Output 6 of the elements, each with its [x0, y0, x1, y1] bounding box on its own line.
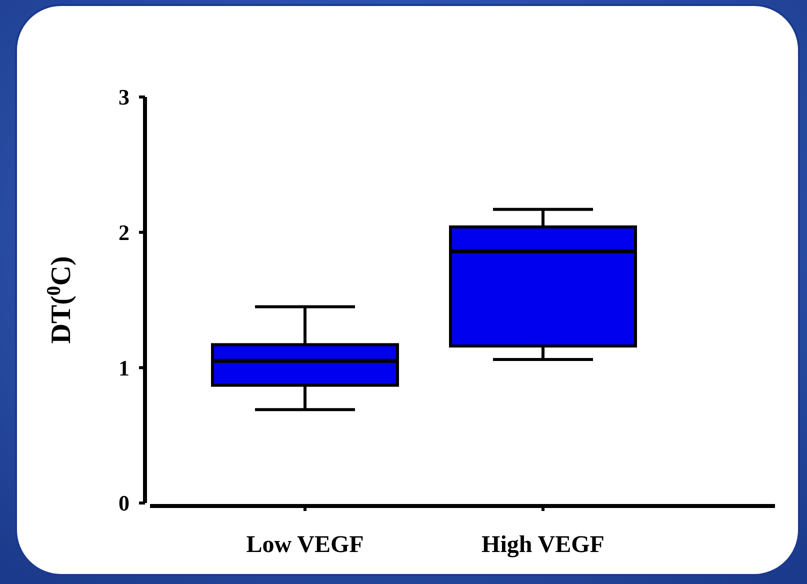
y-tick-label: 3 — [118, 84, 130, 110]
x-tick-label: High VEGF — [482, 532, 604, 558]
y-tick-label: 1 — [118, 355, 130, 380]
y-tick-label: 0 — [118, 490, 130, 516]
x-tick-label: Low VEGF — [246, 532, 364, 558]
y-tick-label: 2 — [118, 220, 130, 246]
